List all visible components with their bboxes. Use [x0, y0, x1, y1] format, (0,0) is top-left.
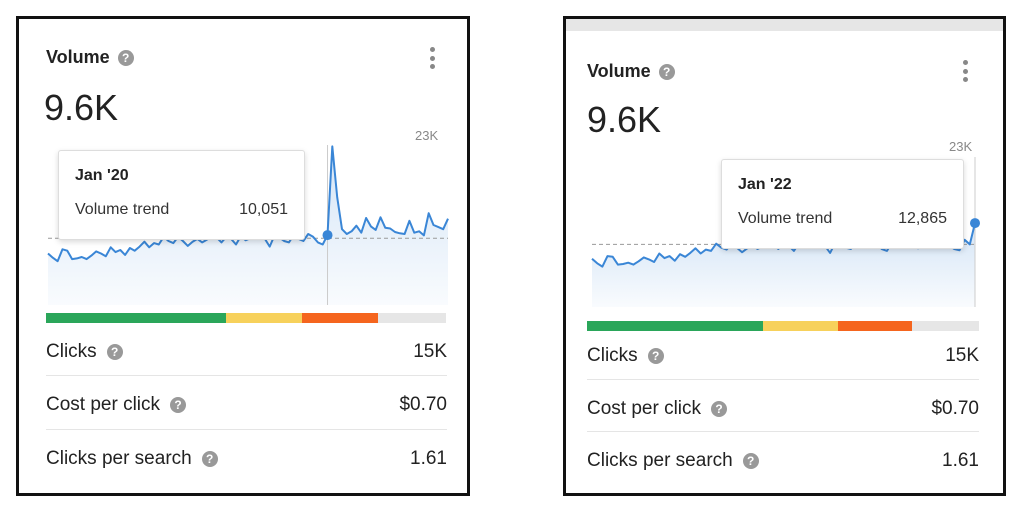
difficulty-bar [587, 321, 979, 331]
tooltip-value: 12,865 [898, 210, 947, 227]
chart-tooltip: Jan '20 Volume trend 10,051 [58, 150, 305, 240]
metric-row-clicks: Clicks? 15K [46, 337, 447, 367]
metric-value: 15K [413, 341, 447, 362]
chart-max-label: 23K [949, 139, 973, 154]
metric-row-cost-per-click: Cost per click? $0.70 [587, 394, 979, 424]
metric-row-cost-per-click: Cost per click? $0.70 [46, 390, 447, 420]
card-title: Volume [46, 47, 110, 67]
trend-area [592, 223, 975, 307]
card-title-row: Volume ? [587, 61, 675, 82]
help-icon[interactable]: ? [201, 451, 218, 467]
more-options-icon[interactable] [962, 60, 968, 82]
metric-row-clicks: Clicks? 15K [587, 341, 979, 371]
metric-label: Clicks [587, 345, 638, 366]
help-icon[interactable]: ? [742, 453, 759, 469]
tooltip-value: 10,051 [239, 201, 288, 218]
metric-row-clicks-per-search: Clicks per search? 1.61 [46, 444, 447, 474]
metric-value: 15K [945, 345, 979, 366]
card-title: Volume [587, 61, 651, 81]
highlight-point [970, 218, 980, 229]
bar-segment-orange [302, 313, 378, 323]
bar-segment-green [587, 321, 764, 331]
bar-segment-yellow [763, 321, 838, 331]
bar-segment-green [46, 313, 226, 323]
difficulty-bar [46, 313, 446, 323]
row-divider [46, 429, 447, 430]
volume-card-left: Volume ? 9.6K 23K Jan '20 Volume trend 1… [16, 16, 470, 496]
tooltip-label: Volume trend [75, 201, 170, 218]
metric-label: Clicks [46, 341, 97, 362]
row-divider [587, 431, 979, 432]
top-band [566, 19, 1003, 31]
card-title-row: Volume ? [46, 47, 134, 68]
row-divider [587, 379, 979, 380]
more-options-icon[interactable] [429, 47, 435, 69]
trend-area [48, 146, 448, 305]
volume-value: 9.6K [44, 87, 119, 128]
help-icon[interactable]: ? [117, 49, 134, 66]
help-icon[interactable]: ? [106, 344, 123, 360]
volume-value: 9.6K [587, 99, 662, 140]
tooltip-date: Jan '20 [75, 167, 129, 184]
chart-max-label: 23K [415, 128, 439, 143]
metric-value: 1.61 [942, 450, 979, 471]
help-icon[interactable]: ? [658, 63, 675, 80]
metric-label: Clicks per search [587, 450, 733, 471]
metric-label: Cost per click [46, 394, 161, 415]
help-icon[interactable]: ? [647, 348, 664, 364]
bar-segment-grey [912, 321, 979, 331]
chart-tooltip: Jan '22 Volume trend 12,865 [721, 159, 964, 249]
tooltip-date: Jan '22 [738, 176, 792, 193]
help-icon[interactable]: ? [711, 401, 728, 417]
metric-label: Clicks per search [46, 448, 192, 469]
metric-row-clicks-per-search: Clicks per search? 1.61 [587, 446, 979, 476]
metric-value: $0.70 [931, 398, 979, 419]
tooltip-label: Volume trend [738, 210, 833, 227]
metric-value: 1.61 [410, 448, 447, 469]
help-icon[interactable]: ? [170, 397, 187, 413]
row-divider [46, 375, 447, 376]
metric-value: $0.70 [399, 394, 447, 415]
metric-label: Cost per click [587, 398, 702, 419]
bar-segment-orange [837, 321, 913, 331]
volume-card-right: Volume ? 9.6K 23K Jan '22 Volume trend 1… [563, 16, 1006, 496]
highlight-point [322, 230, 333, 241]
bar-segment-grey [378, 313, 446, 323]
bar-segment-yellow [226, 313, 302, 323]
